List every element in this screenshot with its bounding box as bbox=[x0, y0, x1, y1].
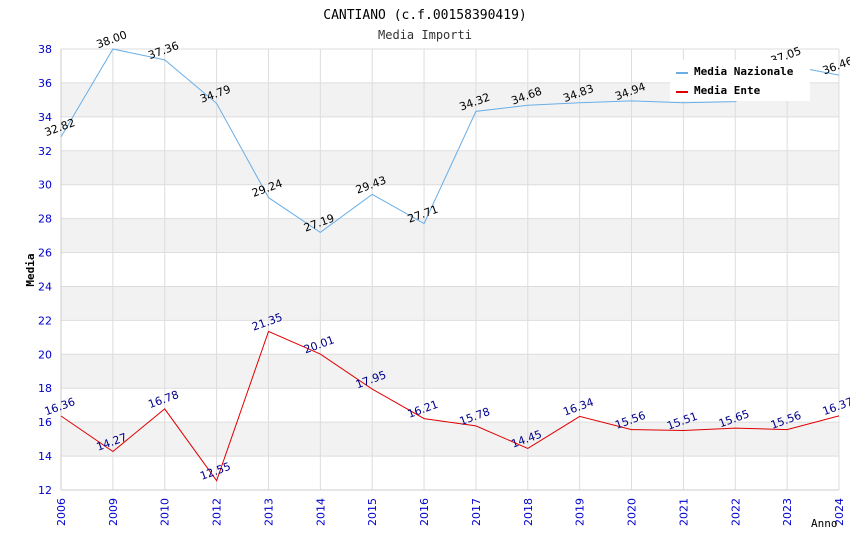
legend: Media Nazionale Media Ente bbox=[670, 60, 810, 101]
x-tick-label: 2006 bbox=[55, 498, 68, 526]
x-tick-label: 2023 bbox=[781, 498, 794, 526]
x-tick-label: 2010 bbox=[159, 498, 172, 526]
data-label: 16.34 bbox=[561, 396, 595, 419]
x-axis-title: Anno bbox=[811, 517, 838, 530]
x-tick-label: 2009 bbox=[107, 498, 120, 526]
y-tick-label: 24 bbox=[38, 280, 52, 293]
x-tick-label: 2013 bbox=[262, 498, 275, 526]
x-tick-label: 2014 bbox=[314, 498, 327, 526]
grid-band bbox=[61, 218, 839, 253]
x-tick-label: 2019 bbox=[574, 498, 587, 526]
y-tick-labels: 12 14 16 18 20 22 24 26 28 30 32 34 36 38 bbox=[38, 43, 52, 497]
y-tick-label: 30 bbox=[38, 179, 52, 192]
x-tick-label: 2022 bbox=[729, 498, 742, 526]
y-tick-label: 20 bbox=[38, 348, 52, 361]
y-tick-label: 16 bbox=[38, 416, 52, 429]
y-tick-label: 12 bbox=[38, 484, 52, 497]
legend-box bbox=[670, 60, 810, 101]
x-tick-label: 2021 bbox=[677, 498, 690, 526]
x-tick-label: 2024 bbox=[833, 498, 846, 526]
y-tick-label: 14 bbox=[38, 450, 52, 463]
x-tick-label: 2012 bbox=[211, 498, 224, 526]
data-label: 20.01 bbox=[302, 333, 336, 356]
x-tick-label: 2017 bbox=[470, 498, 483, 526]
y-tick-label: 22 bbox=[38, 314, 52, 327]
grid-band bbox=[61, 422, 839, 457]
y-tick-label: 18 bbox=[38, 382, 52, 395]
y-tick-label: 38 bbox=[38, 43, 52, 56]
x-tick-label: 2016 bbox=[418, 498, 431, 526]
series-line-1 bbox=[60, 330, 840, 482]
data-label: 16.36 bbox=[43, 395, 77, 418]
y-tick-label: 32 bbox=[38, 145, 52, 158]
x-tick-label: 2015 bbox=[366, 498, 379, 526]
data-label: 16.37 bbox=[821, 395, 850, 418]
legend-label-nazionale: Media Nazionale bbox=[694, 65, 794, 78]
grid-band bbox=[61, 354, 839, 389]
x-tick-label: 2018 bbox=[522, 498, 535, 526]
y-tick-label: 26 bbox=[38, 247, 52, 260]
grid-lines bbox=[60, 48, 840, 491]
y-tick-label: 28 bbox=[38, 213, 52, 226]
y-tick-label: 34 bbox=[38, 111, 52, 124]
series-line-0 bbox=[60, 48, 840, 234]
y-tick-label: 36 bbox=[38, 77, 52, 90]
data-label: 36.46 bbox=[821, 54, 850, 77]
data-label: 37.36 bbox=[147, 39, 181, 62]
legend-label-ente: Media Ente bbox=[694, 84, 761, 97]
data-label: 38.00 bbox=[95, 28, 129, 51]
y-axis-title: Media bbox=[24, 253, 37, 286]
chart-subtitle: Media Importi bbox=[378, 28, 472, 42]
x-tick-label: 2020 bbox=[626, 498, 639, 526]
chart-title: CANTIANO (c.f.00158390419) bbox=[323, 8, 527, 23]
data-label: 16.78 bbox=[147, 388, 181, 411]
grid-band bbox=[61, 286, 839, 321]
x-tick-labels: 2006 2009 2010 2012 2013 2014 2015 2016 2017 2018… bbox=[55, 498, 846, 526]
series-lines bbox=[60, 48, 840, 482]
